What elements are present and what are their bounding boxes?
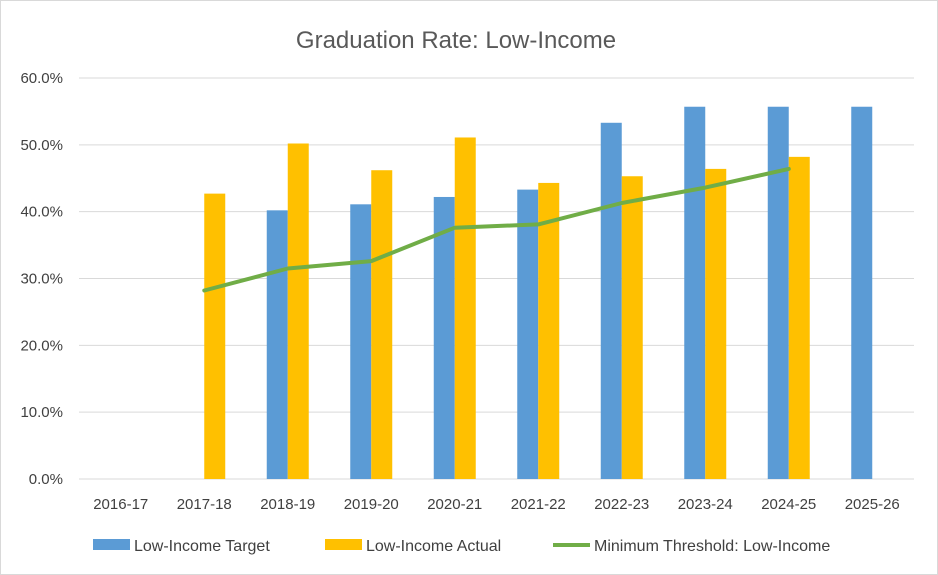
x-tick-label: 2021-22 bbox=[511, 496, 566, 513]
bar-target bbox=[517, 189, 539, 479]
bar-actual bbox=[371, 170, 393, 480]
legend-label: Minimum Threshold: Low-Income bbox=[594, 538, 830, 555]
bar-actual bbox=[788, 156, 810, 479]
y-tick-label: 0.0% bbox=[29, 471, 63, 488]
axes: 0.0% 10.0% 20.0% 30.0% 40.0% 50.0% 60.0% 2016-1… bbox=[20, 70, 899, 513]
bar-actual bbox=[204, 193, 226, 479]
bar-target bbox=[684, 106, 706, 479]
legend-swatch bbox=[325, 539, 362, 550]
x-tick-label: 2017-18 bbox=[177, 496, 232, 513]
x-tick-label: 2022-23 bbox=[594, 496, 649, 513]
chart-title: Graduation Rate: Low-Income bbox=[296, 27, 616, 54]
y-tick-label: 20.0% bbox=[20, 337, 63, 354]
bar-target bbox=[266, 210, 288, 479]
x-tick-label: 2024-25 bbox=[761, 496, 816, 513]
bars bbox=[204, 106, 873, 480]
y-tick-label: 10.0% bbox=[20, 404, 63, 421]
x-tick-label: 2023-24 bbox=[678, 496, 733, 513]
bar-target bbox=[851, 106, 873, 479]
bar-actual bbox=[621, 176, 643, 479]
y-tick-label: 30.0% bbox=[20, 271, 63, 288]
y-tick-label: 60.0% bbox=[20, 70, 63, 87]
y-tick-label: 50.0% bbox=[20, 137, 63, 154]
x-tick-label: 2016-17 bbox=[93, 496, 148, 513]
legend-label: Low-Income Actual bbox=[366, 538, 501, 555]
bar-target bbox=[433, 196, 455, 480]
bar-actual bbox=[287, 143, 309, 479]
bar-target bbox=[600, 122, 622, 480]
threshold-line bbox=[202, 166, 791, 293]
legend: Low-Income Target Low-Income Actual Minimu… bbox=[93, 538, 830, 555]
threshold-line-group bbox=[202, 166, 791, 293]
bar-actual bbox=[705, 168, 727, 480]
bar-actual bbox=[454, 137, 476, 479]
x-tick-label: 2019-20 bbox=[344, 496, 399, 513]
legend-swatch bbox=[93, 539, 130, 550]
x-tick-label: 2025-26 bbox=[845, 496, 900, 513]
y-tick-label: 40.0% bbox=[20, 204, 63, 221]
legend-label: Low-Income Target bbox=[134, 538, 270, 555]
bar-target bbox=[350, 204, 372, 479]
x-tick-label: 2020-21 bbox=[427, 496, 482, 513]
bar-actual bbox=[538, 182, 560, 479]
bar-target bbox=[767, 106, 789, 479]
x-tick-label: 2018-19 bbox=[260, 496, 315, 513]
